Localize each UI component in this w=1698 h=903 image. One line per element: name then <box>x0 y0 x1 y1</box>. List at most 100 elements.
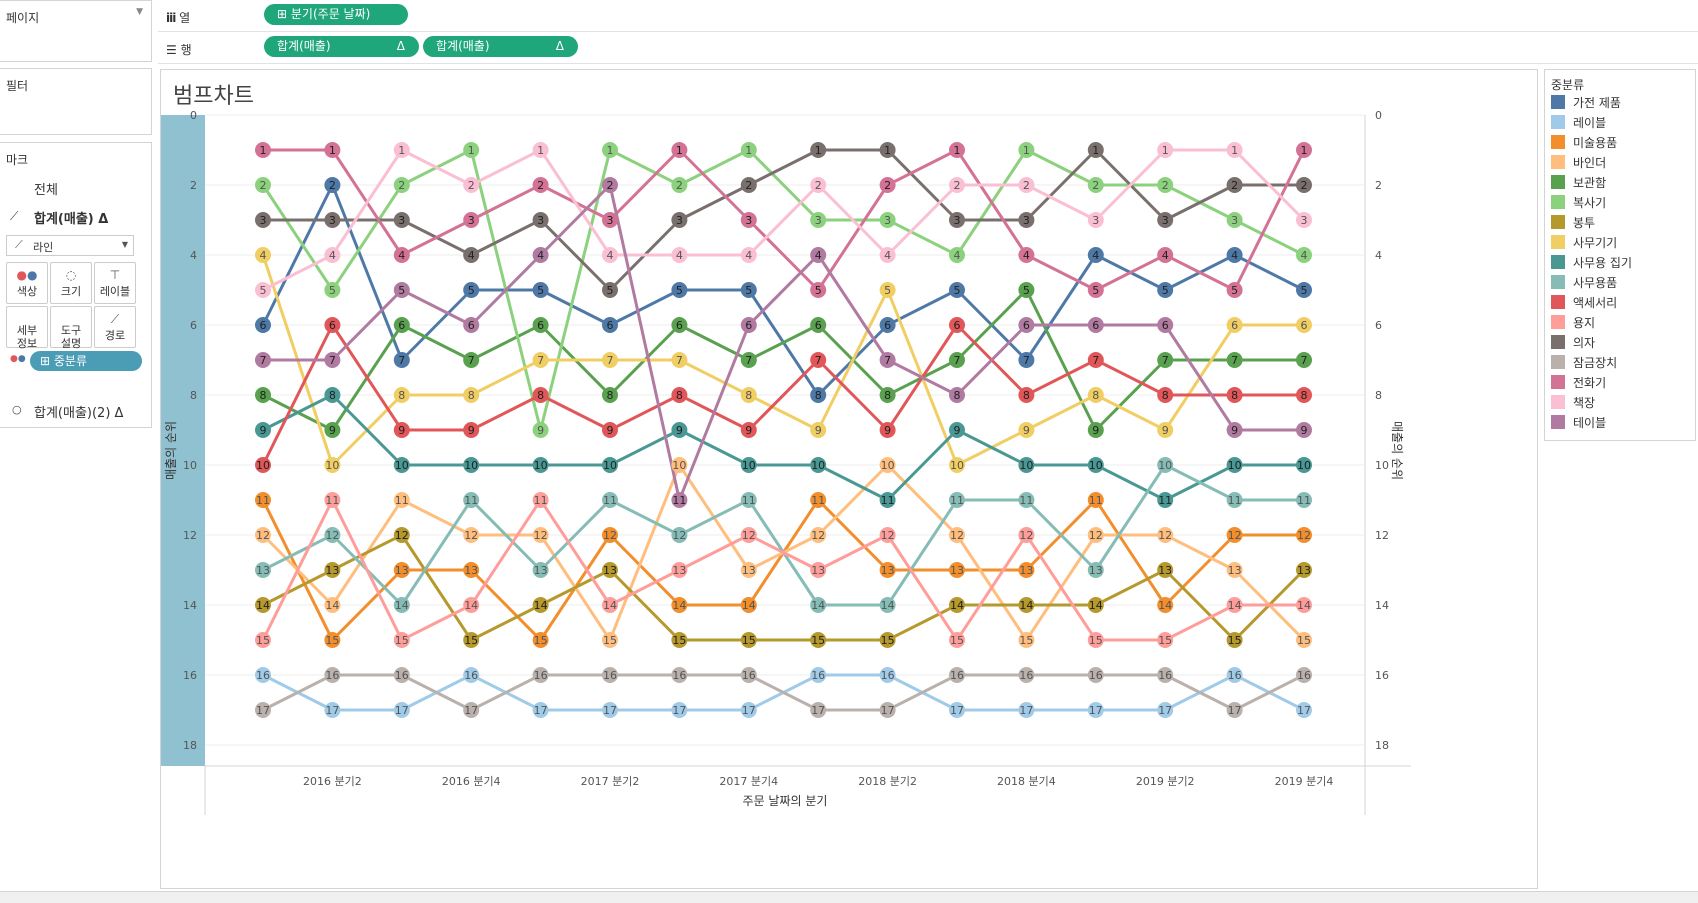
filters-shelf[interactable]: 필터 <box>0 68 152 135</box>
legend-swatch <box>1551 135 1565 149</box>
marks-measure1[interactable]: 합계(매출) Δ <box>34 208 108 227</box>
legend-item[interactable]: 사무용품 <box>1551 274 1617 290</box>
data-point <box>1087 597 1104 613</box>
data-point <box>949 457 965 473</box>
legend-label: 책장 <box>1573 395 1596 410</box>
data-point <box>949 352 965 368</box>
marks-measure2[interactable]: 합계(매출)(2) Δ <box>34 402 123 421</box>
data-point <box>1018 177 1035 193</box>
data-point <box>949 702 965 718</box>
legend-item[interactable]: 바인더 <box>1551 154 1606 170</box>
legend-item[interactable]: 복사기 <box>1551 194 1606 210</box>
legend-item[interactable]: 가전 제품 <box>1551 94 1621 110</box>
sheet-tab-bar[interactable] <box>0 891 1698 903</box>
data-point-label: 3 <box>1162 214 1169 227</box>
data-point <box>1296 387 1312 403</box>
data-point <box>1018 597 1035 613</box>
data-point <box>1296 247 1312 263</box>
data-point <box>602 352 618 368</box>
data-point <box>255 177 271 193</box>
data-point-label: 14 <box>811 599 825 612</box>
data-point <box>532 667 549 683</box>
legend-swatch <box>1551 275 1565 289</box>
legend-item[interactable]: 봉투 <box>1551 214 1595 230</box>
left-sidebar: 페이지 ▼ 필터 마크 전체 ⟋ 합계(매출) Δ ⟋ 라인 ▼ ●● 색상 ◌… <box>0 0 152 903</box>
data-point <box>671 177 688 193</box>
data-point <box>1087 212 1104 228</box>
data-point-label: 4 <box>815 249 822 262</box>
data-point-label: 11 <box>950 494 964 507</box>
data-point <box>1157 142 1174 158</box>
legend-item[interactable]: 테이블 <box>1551 414 1606 430</box>
y-tick-label-left: 10 <box>183 459 197 472</box>
data-point <box>532 422 549 438</box>
data-point <box>1087 247 1104 263</box>
data-point <box>463 177 480 193</box>
pages-label: 페이지 <box>6 11 40 25</box>
tooltip-button[interactable]: 도구 설명 <box>50 306 92 350</box>
legend-item[interactable]: 전화기 <box>1551 374 1606 390</box>
marks-all[interactable]: 전체 <box>34 183 58 198</box>
row-pill-2[interactable]: 합계(매출) Δ <box>423 36 578 57</box>
data-point <box>810 422 827 438</box>
data-point <box>671 457 688 473</box>
data-point <box>393 632 410 648</box>
data-point <box>1018 317 1035 333</box>
legend-item[interactable]: 사무기기 <box>1551 234 1617 250</box>
data-point <box>949 387 965 403</box>
data-point-label: 8 <box>1092 389 1099 402</box>
data-point-label: 3 <box>815 214 822 227</box>
data-point <box>1087 142 1104 158</box>
legend-item[interactable]: 잠금장치 <box>1551 354 1617 370</box>
legend-item[interactable]: 미술용품 <box>1551 134 1617 150</box>
data-point <box>740 667 757 683</box>
pages-shelf[interactable]: 페이지 ▼ <box>0 0 152 62</box>
data-point <box>393 387 410 403</box>
data-point <box>1296 632 1312 648</box>
color-field-pill[interactable]: ⊞ 중분류 <box>30 351 142 371</box>
y-tick-label-right: 18 <box>1375 739 1389 752</box>
size-button[interactable]: ◌ 크기 <box>50 262 92 304</box>
detail-button[interactable]: 세부 정보 <box>6 306 48 350</box>
legend-item[interactable]: 사무용 집기 <box>1551 254 1632 270</box>
data-point-label: 15 <box>256 634 270 647</box>
data-point <box>1296 597 1312 613</box>
data-point-label: 16 <box>881 669 895 682</box>
legend-item[interactable]: 액세서리 <box>1551 294 1617 310</box>
column-pill[interactable]: ⊞ 분기(주문 날짜) <box>264 4 408 25</box>
data-point <box>1157 667 1174 683</box>
data-point-label: 3 <box>1301 214 1308 227</box>
legend-item[interactable]: 용지 <box>1551 314 1595 330</box>
path-button-label: 경로 <box>104 329 126 342</box>
data-point-label: 1 <box>1301 144 1308 157</box>
data-point-label: 17 <box>395 704 409 717</box>
data-point <box>324 632 341 648</box>
row-pill-1[interactable]: 합계(매출) Δ <box>264 36 419 57</box>
data-point-label: 13 <box>950 564 964 577</box>
data-point-label: 14 <box>325 599 339 612</box>
data-point-label: 13 <box>1158 564 1172 577</box>
data-point <box>879 387 896 403</box>
path-button[interactable]: ⟋ 경로 <box>94 306 136 348</box>
data-point <box>1157 387 1174 403</box>
data-point-label: 3 <box>1231 214 1238 227</box>
y-tick-label-right: 8 <box>1375 389 1382 402</box>
data-point-label: 15 <box>1297 634 1311 647</box>
marks-card: 마크 전체 ⟋ 합계(매출) Δ ⟋ 라인 ▼ ●● 색상 ◌ 크기 ⊤ 레이블… <box>0 142 152 428</box>
legend-item[interactable]: 보관함 <box>1551 174 1606 190</box>
data-point-label: 13 <box>672 564 686 577</box>
legend-item[interactable]: 레이블 <box>1551 114 1606 130</box>
legend-swatch <box>1551 315 1565 329</box>
color-button[interactable]: ●● 색상 <box>6 262 48 304</box>
data-point-label: 3 <box>954 214 961 227</box>
chevron-down-icon[interactable]: ▼ <box>136 7 143 17</box>
data-point-label: 10 <box>1228 459 1242 472</box>
label-button[interactable]: ⊤ 레이블 <box>94 262 136 304</box>
legend-item[interactable]: 의자 <box>1551 334 1595 350</box>
data-point <box>324 282 341 298</box>
mark-type-select[interactable]: ⟋ 라인 ▼ <box>6 235 134 256</box>
data-point-label: 11 <box>1297 494 1311 507</box>
label-icon: ⊤ <box>109 268 121 282</box>
data-point-label: 10 <box>256 459 270 472</box>
legend-item[interactable]: 책장 <box>1551 394 1595 410</box>
